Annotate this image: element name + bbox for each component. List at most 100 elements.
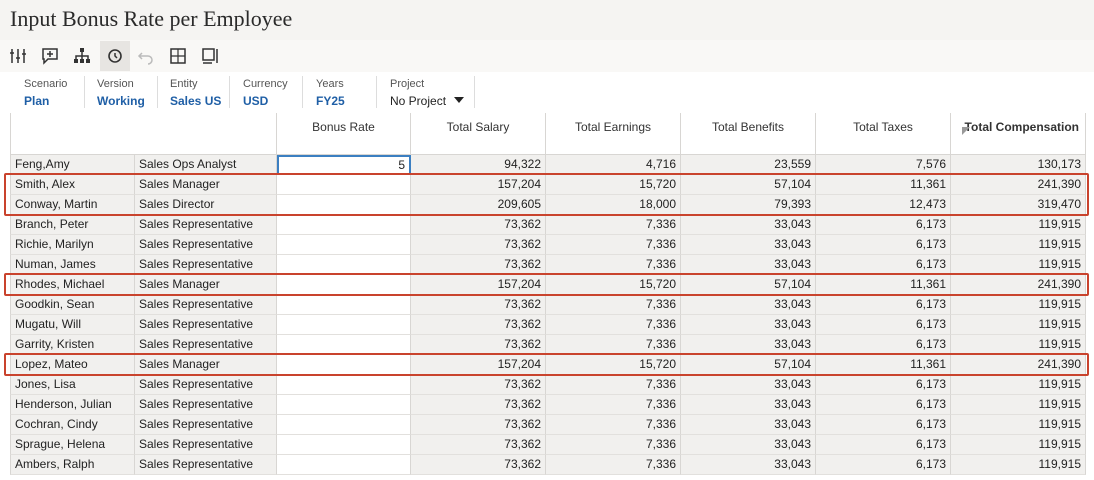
column-header[interactable]: Bonus Rate [277, 113, 411, 155]
adjust-icon[interactable] [6, 44, 30, 68]
job-title: Sales Representative [135, 315, 277, 335]
compensation: 119,915 [951, 455, 1086, 475]
job-title: Sales Manager [135, 175, 277, 195]
pov-value[interactable]: FY25 [316, 94, 345, 108]
pov-label: Project [390, 78, 425, 90]
benefits: 33,043 [681, 255, 816, 275]
grid-icon[interactable] [166, 44, 190, 68]
panel-icon[interactable] [198, 44, 222, 68]
bonus-rate-input[interactable] [277, 335, 411, 355]
dropdown-arrow[interactable] [453, 95, 465, 105]
taxes: 6,173 [816, 435, 951, 455]
salary: 209,605 [411, 195, 546, 215]
salary: 73,362 [411, 415, 546, 435]
compensation: 130,173 [951, 155, 1086, 175]
earnings: 4,716 [546, 155, 681, 175]
header-cell [10, 113, 277, 155]
pov-label: Version [97, 78, 134, 90]
bonus-rate-input[interactable] [277, 355, 411, 375]
history-icon[interactable] [103, 44, 127, 68]
salary: 157,204 [411, 355, 546, 375]
employee-name: Sprague, Helena [10, 435, 135, 455]
bonus-rate-input[interactable] [277, 395, 411, 415]
bonus-rate-input[interactable] [277, 175, 411, 195]
pov-separator [474, 76, 475, 108]
employee-name: Conway, Martin [10, 195, 135, 215]
bonus-rate-input[interactable] [277, 435, 411, 455]
earnings: 7,336 [546, 415, 681, 435]
pov-separator [84, 76, 85, 108]
taxes: 6,173 [816, 395, 951, 415]
bonus-rate-input[interactable] [277, 415, 411, 435]
column-header[interactable]: Total Compensation [951, 113, 1086, 155]
compensation: 241,390 [951, 275, 1086, 295]
column-header[interactable]: Total Salary [411, 113, 546, 155]
employee-name: Cochran, Cindy [10, 415, 135, 435]
bonus-rate-input[interactable] [277, 255, 411, 275]
salary: 73,362 [411, 215, 546, 235]
pov-separator [229, 76, 230, 108]
employee-name: Goodkin, Sean [10, 295, 135, 315]
job-title: Sales Representative [135, 295, 277, 315]
bonus-rate-input[interactable] [277, 215, 411, 235]
salary: 73,362 [411, 375, 546, 395]
undo-icon[interactable] [134, 44, 158, 68]
bonus-rate-input[interactable] [277, 455, 411, 475]
employee-name: Garrity, Kristen [10, 335, 135, 355]
salary: 73,362 [411, 455, 546, 475]
sort-indicator[interactable] [962, 127, 970, 135]
job-title: Sales Manager [135, 355, 277, 375]
bonus-rate-input[interactable] [277, 275, 411, 295]
taxes: 6,173 [816, 235, 951, 255]
bonus-rate-input[interactable] [277, 235, 411, 255]
employee-name: Rhodes, Michael [10, 275, 135, 295]
comment-icon[interactable] [38, 44, 62, 68]
bonus-rate-input[interactable] [277, 375, 411, 395]
employee-name: Ambers, Ralph [10, 455, 135, 475]
benefits: 33,043 [681, 415, 816, 435]
salary: 157,204 [411, 275, 546, 295]
benefits: 57,104 [681, 175, 816, 195]
earnings: 18,000 [546, 195, 681, 215]
hierarchy-icon[interactable] [70, 44, 94, 68]
earnings: 7,336 [546, 255, 681, 275]
employee-name: Jones, Lisa [10, 375, 135, 395]
page-title: Input Bonus Rate per Employee [10, 6, 293, 31]
earnings: 7,336 [546, 315, 681, 335]
bonus-rate-input[interactable] [277, 295, 411, 315]
benefits: 33,043 [681, 455, 816, 475]
taxes: 7,576 [816, 155, 951, 175]
benefits: 33,043 [681, 235, 816, 255]
column-header[interactable]: Total Earnings [546, 113, 681, 155]
taxes: 6,173 [816, 455, 951, 475]
pov-value[interactable]: USD [243, 94, 269, 108]
salary: 73,362 [411, 295, 546, 315]
compensation: 319,470 [951, 195, 1086, 215]
bonus-rate-input[interactable] [277, 315, 411, 335]
earnings: 7,336 [546, 375, 681, 395]
compensation: 241,390 [951, 175, 1086, 195]
bonus-rate-input[interactable]: 5 [277, 155, 411, 175]
compensation: 119,915 [951, 295, 1086, 315]
compensation: 241,390 [951, 355, 1086, 375]
salary: 73,362 [411, 235, 546, 255]
pov-value[interactable]: Sales US [170, 94, 222, 108]
pov-value[interactable]: Plan [24, 94, 50, 108]
pov-value[interactable]: Working [97, 94, 145, 108]
employee-name: Lopez, Mateo [10, 355, 135, 375]
column-header[interactable]: Total Benefits [681, 113, 816, 155]
salary: 73,362 [411, 335, 546, 355]
pov-value[interactable]: No Project [390, 94, 447, 108]
taxes: 6,173 [816, 375, 951, 395]
column-header[interactable]: Total Taxes [816, 113, 951, 155]
benefits: 33,043 [681, 375, 816, 395]
benefits: 33,043 [681, 295, 816, 315]
earnings: 7,336 [546, 295, 681, 315]
pov-label: Scenario [24, 78, 68, 90]
taxes: 11,361 [816, 275, 951, 295]
bonus-rate-input[interactable] [277, 195, 411, 215]
employee-name: Henderson, Julian [10, 395, 135, 415]
earnings: 7,336 [546, 235, 681, 255]
benefits: 33,043 [681, 335, 816, 355]
